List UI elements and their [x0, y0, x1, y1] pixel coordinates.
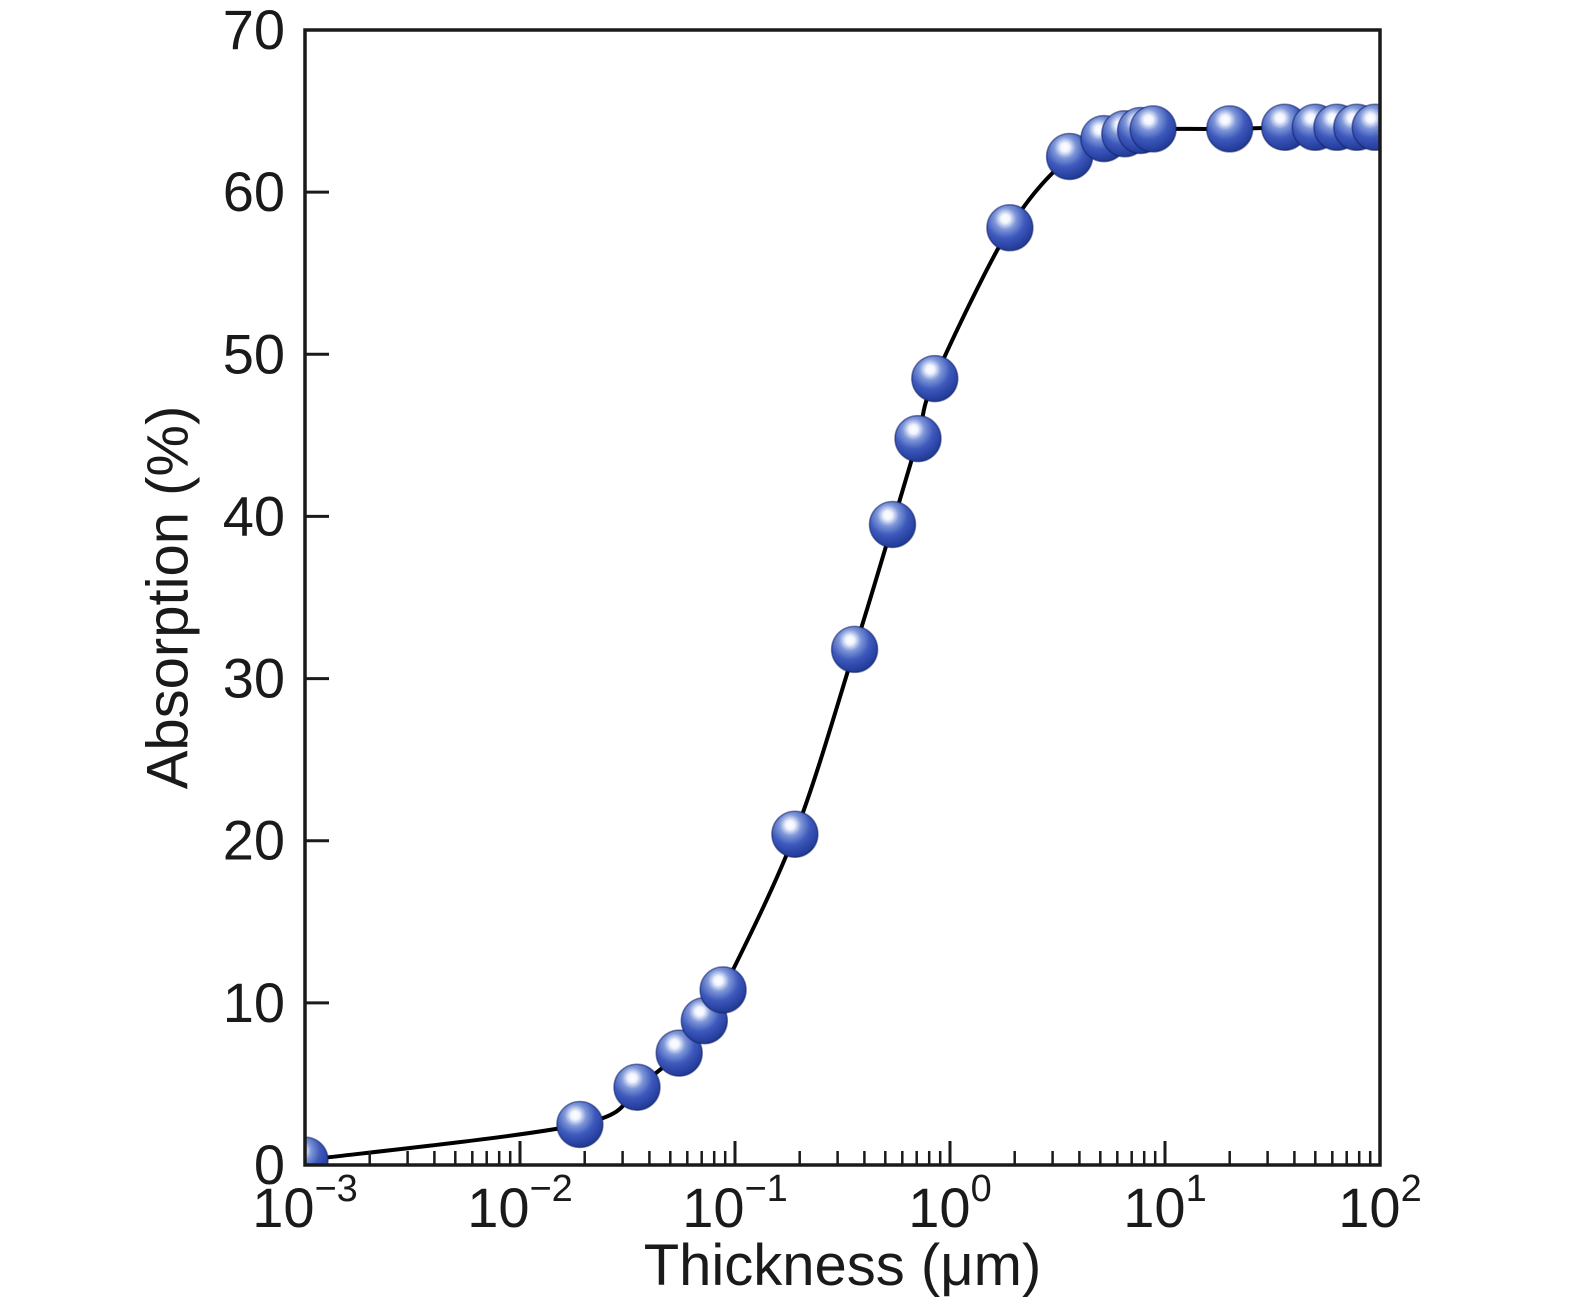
- data-point: [894, 414, 942, 463]
- y-tick-label: 50: [223, 322, 285, 385]
- data-point: [1205, 105, 1254, 153]
- data-point: [655, 1029, 703, 1077]
- data-point: [911, 354, 959, 403]
- x-tick-label: 10−2: [467, 1168, 573, 1239]
- data-point: [986, 204, 1034, 252]
- data-point: [868, 500, 917, 549]
- y-axis-title-wrap: Absorption (%): [128, 30, 208, 1165]
- x-tick-label: 101: [1123, 1168, 1206, 1239]
- x-axis-title: Thickness (μm): [643, 1233, 1042, 1298]
- x-tick-label: 100: [908, 1168, 991, 1239]
- data-point: [1351, 103, 1380, 152]
- data-point: [613, 1063, 661, 1111]
- data-point: [305, 1136, 329, 1165]
- data-point: [556, 1100, 604, 1149]
- y-tick-label: 30: [223, 647, 285, 710]
- y-tick-label: 20: [223, 809, 285, 872]
- plot-border: [303, 28, 1382, 1167]
- x-tick-label: 10−1: [682, 1168, 788, 1239]
- y-axis-title: Absorption (%): [135, 405, 201, 790]
- data-point: [1129, 105, 1177, 153]
- x-tick-label: 102: [1338, 1168, 1421, 1239]
- y-tick-label: 0: [254, 1133, 285, 1196]
- data-point: [830, 625, 879, 674]
- y-tick-label: 10: [223, 971, 285, 1034]
- data-point: [771, 810, 819, 858]
- y-tick-label: 70: [223, 0, 285, 61]
- y-tick-label: 60: [223, 160, 285, 223]
- data-point: [699, 966, 747, 1014]
- y-tick-label: 40: [223, 484, 285, 547]
- x-tick-label: 10−3: [252, 1168, 358, 1239]
